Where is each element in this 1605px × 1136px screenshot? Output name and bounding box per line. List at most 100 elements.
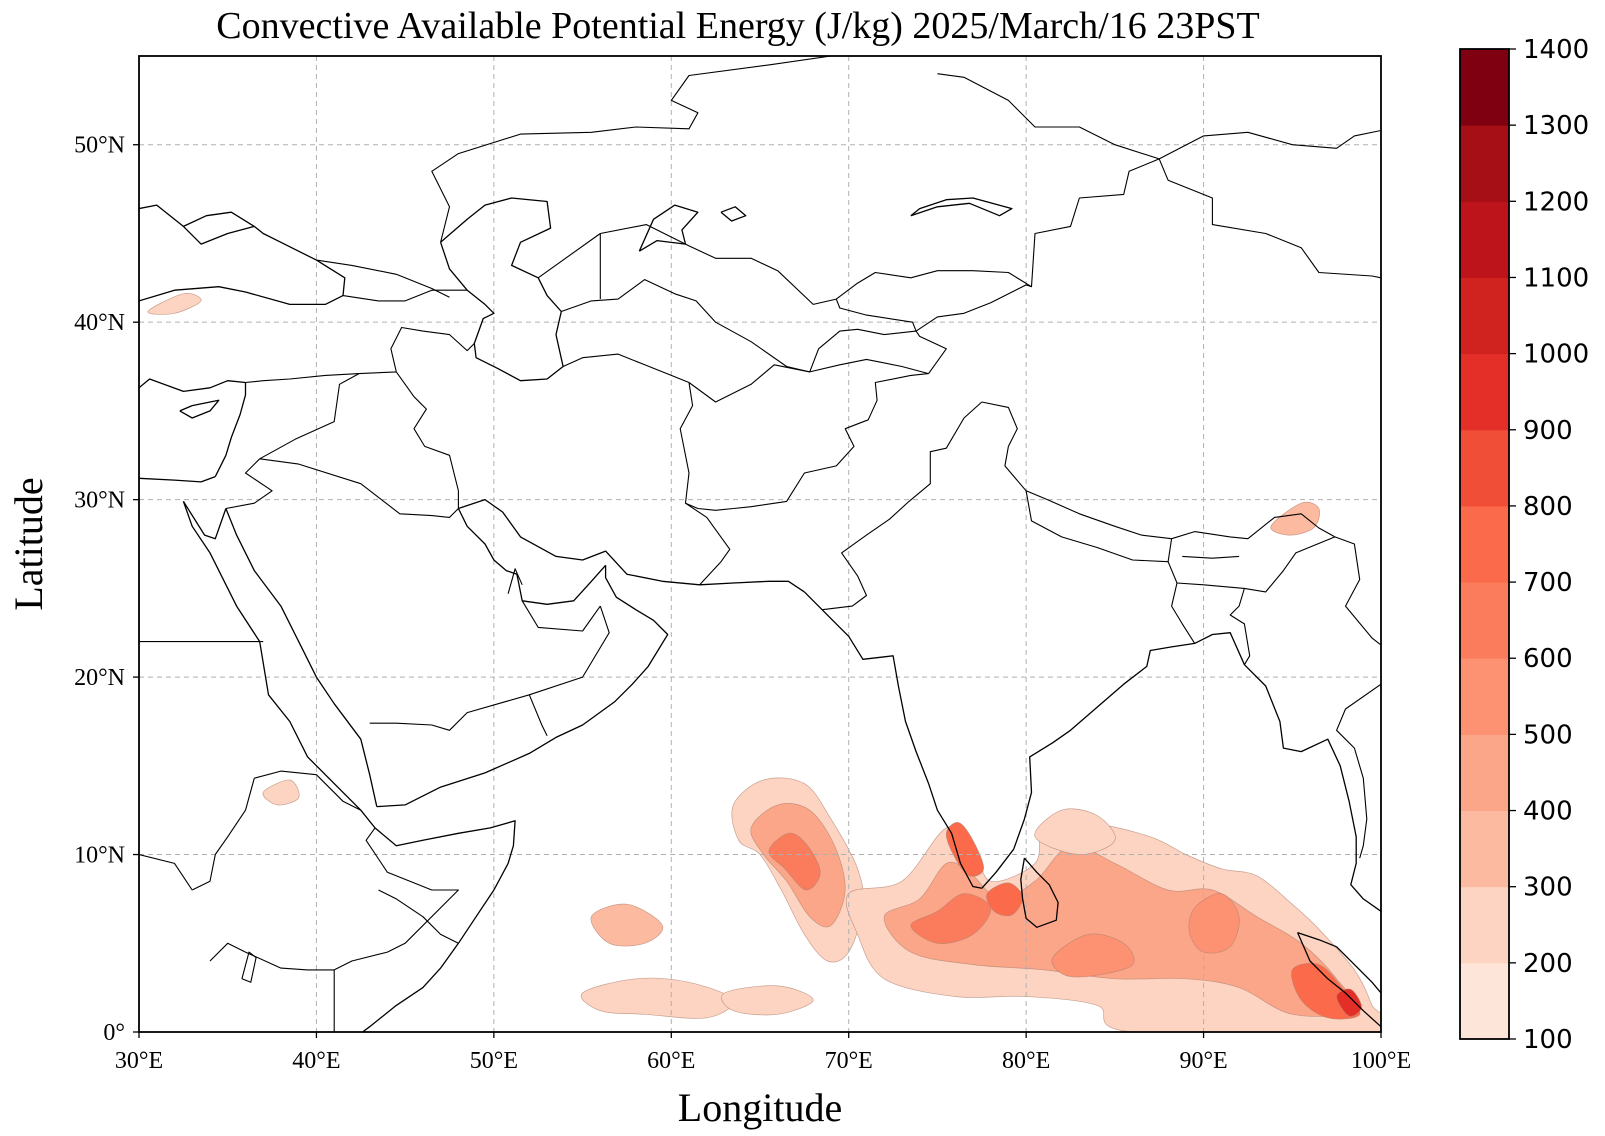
border-caucasus: [342, 289, 468, 302]
map-plot-area: 30°E 40°E 50°E 60°E 70°E 80°E 90°E 100°E 0° 10°N…: [74, 55, 1411, 1074]
lat-tick-label-20: 20°N: [74, 665, 125, 691]
cape-region-laccadive-strip: [945, 822, 984, 877]
lon-tick-label-70: 70°E: [825, 1048, 873, 1074]
colorbar-swatch-600: [1460, 582, 1509, 659]
border-afghanistan-pakistan: [733, 373, 929, 510]
border-sudan-ethiopia: [191, 778, 255, 891]
coastline-persian-gulf-north: [458, 498, 805, 593]
coastline-yemen-oman-coast: [376, 565, 669, 808]
border-ethiopia-eritrea: [254, 770, 362, 811]
coastline-black-sea-east-coast: [253, 225, 346, 296]
coastline-sumatra: [1297, 931, 1381, 994]
colorbar-swatch-1200: [1460, 125, 1509, 202]
coastline-gulf-of-suez: [182, 501, 227, 540]
border-qatar: [507, 568, 523, 594]
lat-tick-label-40: 40°N: [74, 310, 125, 336]
border-russia-kazakh-east: [937, 73, 1160, 160]
lon-tick-label-90: 90°E: [1179, 1048, 1227, 1074]
cape-region-south-maldives-core: [1051, 933, 1135, 978]
cape-region-arabian-sea-cell-core: [768, 832, 821, 891]
border-iran-turkmenistan: [562, 353, 690, 384]
colorbar-label-800: 800: [1523, 492, 1573, 522]
coastline-cyprus: [179, 399, 220, 419]
border-mongolia-north: [1158, 129, 1381, 160]
border-syria-iraq: [259, 373, 360, 460]
colorbar-label-200: 200: [1523, 949, 1573, 979]
lon-tick-label-30: 30°E: [115, 1048, 163, 1074]
map-frame: [138, 55, 1382, 1033]
lon-tick-label-60: 60°E: [647, 1048, 695, 1074]
lon-tick-label-50: 50°E: [470, 1048, 518, 1074]
colorbar-label-1300: 1300: [1523, 111, 1589, 141]
border-mongolia-south: [1158, 158, 1381, 279]
border-saudi-yemen: [369, 605, 610, 731]
colorbar-label-400: 400: [1523, 797, 1573, 827]
cape-region-sumatra-core: [1336, 988, 1362, 1017]
cape-region-black-sea-coast: [147, 293, 202, 315]
coastline-india-west-coast: [803, 591, 982, 889]
latitude-ticks: 0° 10°N 20°N 30°N 40°N 50°N: [74, 133, 139, 1046]
coastline-red-sea-east-coast: [225, 508, 378, 807]
colorbar-label-300: 300: [1523, 873, 1573, 903]
border-ethiopia-somalia: [333, 827, 459, 971]
cape-region-south-arabian-sea-band-2: [721, 985, 814, 1016]
border-saudi-jordan: [225, 458, 273, 510]
border-iran-turkey: [390, 326, 475, 373]
border-turkey-syria: [245, 371, 397, 384]
coastline-somalia-coast: [362, 820, 516, 1032]
colorbar-swatches: [1460, 49, 1509, 1040]
lat-tick-label-0: 0°: [103, 1020, 125, 1046]
border-nepal-north: [1047, 499, 1172, 540]
border-turkmenistan-uzbekistan: [561, 279, 810, 373]
colorbar-label-600: 600: [1523, 644, 1573, 674]
colorbar-label-1400: 1400: [1523, 35, 1589, 65]
colorbar-swatch-300: [1460, 810, 1509, 888]
border-india-myanmar: [1244, 536, 1336, 593]
colorbar-swatch-800: [1460, 429, 1509, 507]
coastline-turkey-south-coast: [139, 378, 246, 393]
colorbar-label-900: 900: [1523, 416, 1573, 446]
colorbar-labels: 100 200 300 400 500 600 700 800 900 1000 1100 1200 1…: [1509, 35, 1589, 1055]
colorbar-swatch-1300: [1460, 49, 1509, 126]
border-myanmar-east: [1334, 536, 1381, 646]
coastline-sumatra-west: [1297, 932, 1381, 1028]
lat-tick-label-30: 30°N: [74, 488, 125, 514]
border-myanmar-thailand: [1336, 683, 1381, 859]
lat-tick-label-10: 10°N: [74, 843, 125, 869]
coastline-caspian-sea: [439, 197, 564, 382]
lon-tick-label-100: 100°E: [1351, 1048, 1411, 1074]
coastlines-layer: [139, 197, 1381, 1032]
border-caucasus-north: [316, 259, 450, 298]
colorbar-label-100: 100: [1523, 1025, 1573, 1055]
cape-region-bay-east-core: [1188, 893, 1240, 954]
map-title: Convective Available Potential Energy (J…: [216, 5, 1259, 47]
border-kazakh-south: [537, 224, 1032, 305]
country-borders-layer: [139, 56, 1381, 1032]
colorbar-swatch-500: [1460, 658, 1509, 735]
cape-region-horn-africa-speck: [262, 779, 300, 806]
border-bhutan-south: [1182, 555, 1240, 559]
border-iran-iraq: [395, 371, 459, 509]
colorbar-swatch-1000: [1460, 277, 1509, 355]
border-somalia-horn-inner: [378, 889, 459, 944]
border-uganda-kenya: [209, 942, 335, 971]
cape-region-west-arabian-sea-blob: [590, 903, 664, 947]
colorbar-swatch-200: [1460, 886, 1509, 964]
border-bhutan-china: [1171, 513, 1336, 540]
border-saudi-iraq: [259, 458, 459, 518]
colorbar-label-700: 700: [1523, 568, 1573, 598]
cape-filled-contours: [147, 293, 1381, 1032]
coastline-india-east-coast: [981, 632, 1381, 912]
coastline-aral-sea: [638, 204, 699, 252]
coastline-black-sea-north-coast: [139, 204, 184, 227]
x-axis-label: Longitude: [678, 1085, 842, 1130]
coastline-sri-lanka: [1020, 857, 1059, 928]
border-yemen-oman: [528, 694, 548, 736]
coastline-red-sea-west-coast: [182, 501, 376, 829]
colorbar-label-1000: 1000: [1523, 340, 1589, 370]
coastline-lake-balkhash: [910, 197, 1013, 217]
border-sudan-south: [139, 853, 193, 891]
colorbar: 100 200 300 400 500 600 700 800 900 1000 1100 1200 1…: [1459, 35, 1589, 1055]
cape-region-south-arabian-sea-band: [580, 977, 735, 1019]
